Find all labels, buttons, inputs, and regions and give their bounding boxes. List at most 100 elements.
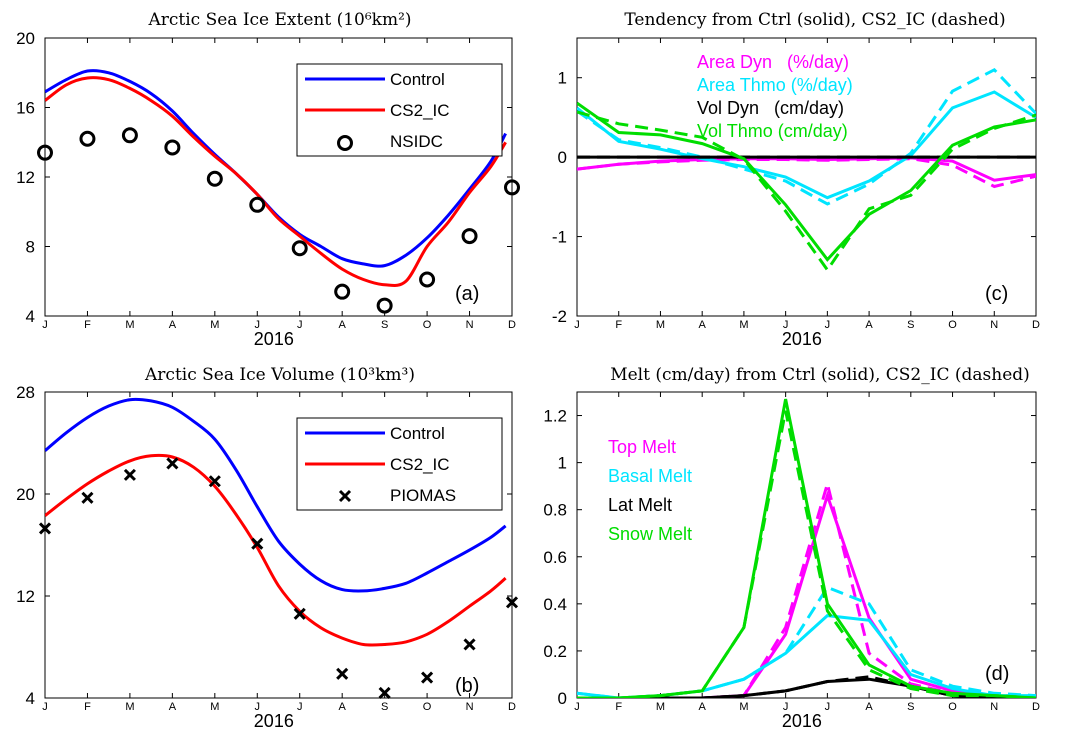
series-line-control (45, 397, 507, 593)
piomas-point (251, 537, 264, 550)
legend: Control CS2_IC PIOMAS (296, 417, 503, 511)
panel-label: (b) (455, 675, 479, 697)
x-tick-label: D (1032, 701, 1040, 713)
y-tick-label: 28 (16, 383, 35, 402)
x-tick-label: M (739, 701, 748, 713)
x-tick-label: S (381, 319, 388, 331)
piomas-point (378, 686, 391, 699)
x-tick-label: O (948, 701, 957, 713)
x-tick-label: M (125, 701, 134, 713)
x-tick-label: A (865, 701, 873, 713)
x-tick-label: A (699, 319, 707, 331)
legend-label: Control (390, 70, 445, 89)
series-line-cs2-ic (45, 453, 507, 647)
panel-title: Melt (cm/day) from Ctrl (solid), CS2_IC … (610, 365, 1030, 385)
nsidc-point (164, 139, 181, 156)
panel-a: Arctic Sea Ice Extent (10⁶km²) 4 8 12 16 20 J F… (16, 10, 520, 349)
legend-label: Area Thmo (%/day) (697, 75, 853, 95)
legend-label: Top Melt (608, 437, 676, 457)
x-tick-label: O (423, 701, 432, 713)
x-tick-label: J (574, 319, 580, 331)
y-tick-label: 12 (16, 587, 35, 606)
series-line-solid-vol-thmo-cm-day (577, 101, 1036, 262)
legend-label: Lat Melt (608, 495, 672, 515)
y-tick-label: 4 (26, 689, 35, 708)
legend-label: NSIDC (390, 132, 443, 151)
y-tick-label: 1 (558, 454, 567, 473)
y-tick-label: -2 (552, 307, 567, 326)
x-tick-label: A (865, 319, 873, 331)
y-tick-label: 0.4 (543, 595, 567, 614)
x-tick-label: J (783, 701, 789, 713)
plot-area (45, 397, 507, 647)
x-axis-label: 2016 (254, 329, 294, 349)
nsidc-point (37, 144, 53, 161)
x-tick-label: S (381, 701, 388, 713)
legend: Control CS2_IC NSIDC (296, 63, 503, 157)
plot-area (45, 69, 507, 287)
legend-label: Control (390, 424, 445, 443)
x-tick-label: J (825, 319, 831, 331)
piomas-point (463, 638, 476, 651)
x-tick-label: N (990, 701, 998, 713)
piomas-point (336, 667, 349, 680)
x-tick-label: N (990, 319, 998, 331)
x-tick-label: A (339, 319, 347, 331)
nsidc-point (121, 127, 138, 144)
legend-label: CS2_IC (390, 101, 450, 120)
plot-area (577, 398, 1036, 698)
x-tick-label: M (210, 319, 219, 331)
series-line-dashed-snow-melt (577, 410, 1036, 698)
panel-b: Arctic Sea Ice Volume (10³km³) 4 12 20 28 J F M… (16, 365, 519, 731)
panel-label: (a) (455, 283, 479, 305)
nsidc-point (461, 228, 478, 245)
x-tick-label: M (125, 319, 134, 331)
piomas-point (208, 475, 221, 488)
x-tick-label: M (739, 319, 748, 331)
x-axis-label: 2016 (782, 711, 822, 731)
y-tick-label: 4 (26, 307, 35, 326)
series-line-solid-area-thmo-day (577, 90, 1036, 200)
legend-label: Vol Dyn (cm/day) (697, 98, 844, 118)
piomas-point (293, 607, 306, 620)
piomas-point (166, 457, 179, 470)
series-line-dashed-area-dyn-day (577, 157, 1036, 189)
piomas-point (123, 468, 136, 481)
x-tick-label: D (508, 701, 516, 713)
nsidc-point (504, 179, 520, 196)
series-line-solid-snow-melt (577, 398, 1036, 698)
x-tick-label: N (466, 319, 474, 331)
x-tick-label: J (783, 319, 789, 331)
nsidc-point (291, 240, 308, 257)
panel-label: (c) (985, 283, 1008, 305)
x-tick-label: N (466, 701, 474, 713)
series-line-dashed-area-thmo-day (577, 67, 1036, 206)
x-tick-label: F (84, 319, 91, 331)
legend-label: PIOMAS (390, 486, 456, 505)
x-tick-label: J (297, 701, 303, 713)
panel-c: Tendency from Ctrl (solid), CS2_IC (dash… (552, 10, 1040, 349)
axes-box (44, 391, 513, 699)
x-tick-label: A (339, 701, 347, 713)
nsidc-point (249, 196, 266, 213)
nsidc-point (376, 297, 393, 314)
x-tick-label: A (169, 701, 177, 713)
nsidc-point (334, 283, 351, 300)
piomas-point (421, 671, 434, 684)
series-line-dashed-lat-melt (577, 675, 1036, 698)
x-tick-label: J (574, 701, 580, 713)
x-tick-label: J (255, 319, 261, 331)
piomas-point (81, 491, 94, 504)
x-tick-label: F (615, 319, 622, 331)
piomas-point (505, 596, 519, 609)
legend-label: CS2_IC (390, 455, 450, 474)
panel-d: Melt (cm/day) from Ctrl (solid), CS2_IC … (543, 365, 1040, 731)
nsidc-point (419, 271, 436, 288)
x-tick-label: M (656, 319, 665, 331)
x-tick-label: M (210, 701, 219, 713)
x-tick-label: J (42, 701, 48, 713)
y-tick-label: 0.8 (543, 501, 567, 520)
legend-swatch (337, 135, 353, 151)
panel-title: Arctic Sea Ice Volume (10³km³) (144, 365, 415, 385)
y-tick-label: 12 (16, 168, 35, 187)
